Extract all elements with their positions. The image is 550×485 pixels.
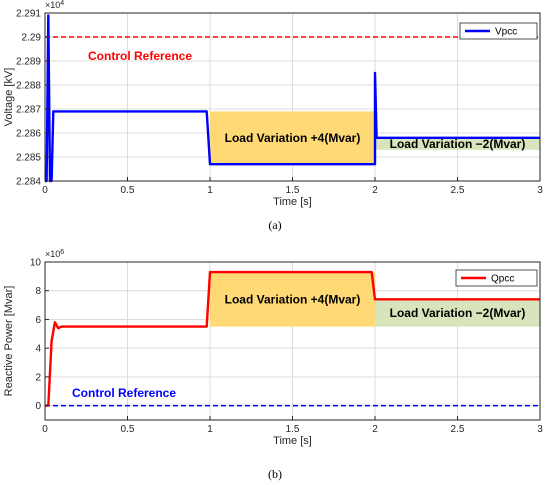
load-variation-region-1 (210, 111, 375, 165)
figure-caption: (b) (268, 467, 282, 481)
x-tick-label: 1 (207, 424, 213, 435)
figure-caption: (a) (268, 218, 281, 232)
load-variation-region-2 (375, 299, 540, 327)
x-tick-label: 3 (537, 424, 543, 435)
control-reference-label: Control Reference (72, 386, 176, 400)
y-axis-label: Voltage [kV] (3, 68, 15, 127)
y-tick-label: 2.285 (16, 153, 41, 164)
x-axis-label: Time [s] (273, 196, 312, 208)
x-tick-label: 0.5 (121, 185, 135, 196)
region-label-1: Load Variation +4(Mvar) (225, 292, 361, 306)
x-tick-label: 0 (42, 424, 48, 435)
y-tick-label: 2.291 (16, 9, 41, 20)
chart-b: Load Variation +4(Mvar) Load Variation −2… (3, 249, 543, 481)
legend: Vpcc (459, 22, 538, 40)
y-tick-label: 2 (35, 372, 41, 383)
chart-a: Load Variation +4(Mvar) Load Variation −2… (3, 0, 543, 232)
y-tick-label: 2.289 (16, 57, 41, 68)
y-tick-label: 10 (30, 258, 42, 269)
y-tick-label: 2.284 (16, 177, 41, 188)
legend-entry: Qpcc (491, 274, 514, 285)
legend-box (455, 269, 538, 287)
x-tick-label: 0 (42, 185, 48, 196)
control-reference-label: Control Reference (88, 49, 192, 63)
y-axis-multiplier: ×104 (45, 0, 64, 10)
x-tick-label: 2 (372, 424, 378, 435)
x-tick-label: 2 (372, 185, 378, 196)
load-variation-region-2 (375, 137, 540, 150)
x-tick-label: 2.5 (451, 424, 465, 435)
y-tick-label: 8 (35, 286, 41, 297)
legend-box (459, 22, 538, 40)
x-tick-label: 1.5 (286, 185, 300, 196)
y-axis-multiplier: ×106 (45, 249, 64, 259)
legend: Qpcc (455, 269, 538, 287)
x-tick-label: 1.5 (286, 424, 300, 435)
x-tick-label: 2.5 (451, 185, 465, 196)
series-line-qpcc (45, 270, 540, 407)
y-tick-label: 4 (35, 344, 41, 355)
x-tick-label: 0.5 (121, 424, 135, 435)
legend-entry: Vpcc (495, 27, 517, 38)
x-axis-label: Time [s] (273, 435, 312, 447)
y-axis-label: Reactive Power [Mvar] (3, 286, 15, 397)
region-label-1: Load Variation +4(Mvar) (225, 131, 361, 145)
x-tick-label: 1 (207, 185, 213, 196)
y-tick-label: 6 (35, 315, 41, 326)
y-tick-label: 2.288 (16, 81, 41, 92)
y-tick-label: 2.286 (16, 129, 41, 140)
region-label-2: Load Variation −2(Mvar) (390, 306, 526, 320)
load-variation-region-1 (210, 272, 375, 327)
x-tick-label: 3 (537, 185, 543, 196)
region-label-2: Load Variation −2(Mvar) (390, 137, 526, 151)
y-tick-label: 2.29 (22, 33, 42, 44)
y-tick-label: 2.287 (16, 105, 41, 116)
series-line-vpcc (45, 14, 540, 183)
y-tick-label: 0 (35, 401, 41, 412)
